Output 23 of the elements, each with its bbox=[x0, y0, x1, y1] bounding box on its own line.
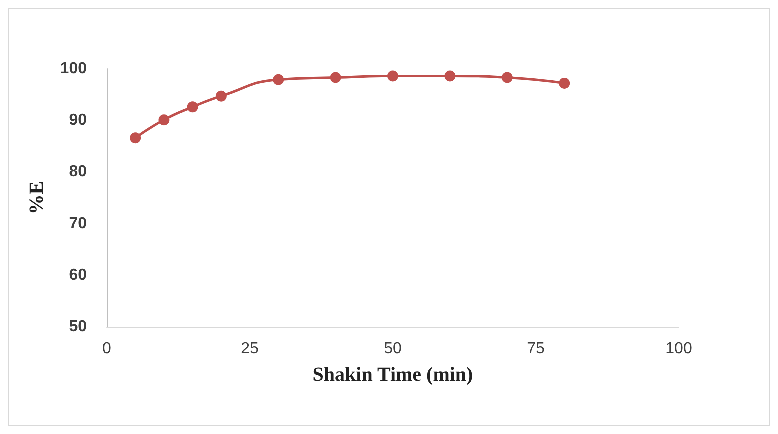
y-tick-label: 80 bbox=[69, 164, 88, 181]
x-axis-title: Shakin Time (min) bbox=[312, 364, 474, 386]
x-tick-label: 100 bbox=[666, 340, 692, 358]
y-tick-label: 60 bbox=[69, 266, 88, 284]
y-tick-label: 90 bbox=[69, 112, 88, 130]
x-tick-label: 0 bbox=[102, 340, 112, 358]
point bbox=[273, 74, 284, 86]
point bbox=[559, 78, 570, 89]
point bbox=[130, 132, 142, 144]
point bbox=[158, 114, 170, 126]
y-tick-label: 70 bbox=[69, 215, 88, 232]
point bbox=[330, 72, 342, 84]
y-tick-label: 100 bbox=[60, 60, 88, 78]
x-tick-label: 75 bbox=[527, 340, 545, 358]
point bbox=[216, 90, 227, 102]
x-tick-label: 50 bbox=[384, 340, 402, 358]
point bbox=[502, 72, 513, 84]
y-axis-title: %E bbox=[26, 181, 48, 215]
y-tick-label: 50 bbox=[69, 318, 88, 336]
point bbox=[388, 70, 398, 82]
point bbox=[444, 70, 456, 82]
point bbox=[187, 102, 198, 113]
x-tick-label: 25 bbox=[241, 340, 259, 358]
